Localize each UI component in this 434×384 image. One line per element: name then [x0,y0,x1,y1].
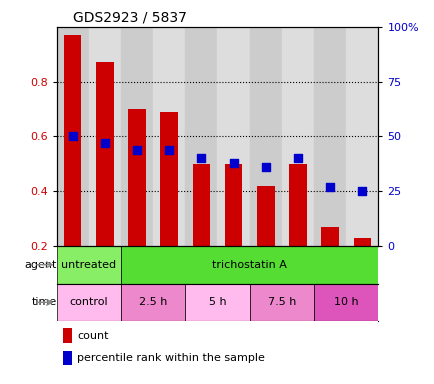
Text: agent: agent [24,260,56,270]
Bar [96,63,113,246]
Text: time: time [31,297,56,307]
Bar [313,27,345,246]
Text: control: control [69,297,108,307]
Point [358,188,365,194]
Text: trichostatin A: trichostatin A [212,260,286,270]
Text: 10 h: 10 h [333,297,358,307]
Point [230,160,237,166]
Text: percentile rank within the sample: percentile rank within the sample [77,353,265,363]
Point [69,133,76,139]
Bar [281,27,313,246]
FancyBboxPatch shape [249,283,313,321]
Text: untreated: untreated [61,260,116,270]
Bar [185,27,217,246]
Bar [249,27,281,246]
FancyBboxPatch shape [121,246,378,283]
Point [197,155,204,161]
Bar [256,185,274,246]
Bar [345,27,378,246]
Text: 5 h: 5 h [208,297,226,307]
Text: 2.5 h: 2.5 h [138,297,167,307]
Bar [56,27,89,246]
FancyBboxPatch shape [185,283,249,321]
FancyBboxPatch shape [121,283,185,321]
Bar [153,27,185,246]
Bar [321,227,338,246]
Bar [160,112,178,246]
Bar [217,27,249,246]
Bar [63,328,72,343]
Point [294,155,301,161]
Point [101,140,108,146]
Bar [121,27,153,246]
Bar [289,164,306,246]
Bar [89,27,121,246]
Bar [353,238,370,246]
Point [165,146,172,152]
Bar [64,35,81,246]
Point [133,146,140,152]
Point [262,164,269,170]
FancyBboxPatch shape [56,283,121,321]
Text: count: count [77,331,109,341]
Text: 7.5 h: 7.5 h [267,297,296,307]
FancyBboxPatch shape [56,246,121,283]
FancyBboxPatch shape [313,283,378,321]
Point [326,184,333,190]
Bar [192,164,210,246]
Text: GDS2923 / 5837: GDS2923 / 5837 [72,10,186,24]
Bar [128,109,145,246]
Bar [224,164,242,246]
Bar [63,351,72,365]
